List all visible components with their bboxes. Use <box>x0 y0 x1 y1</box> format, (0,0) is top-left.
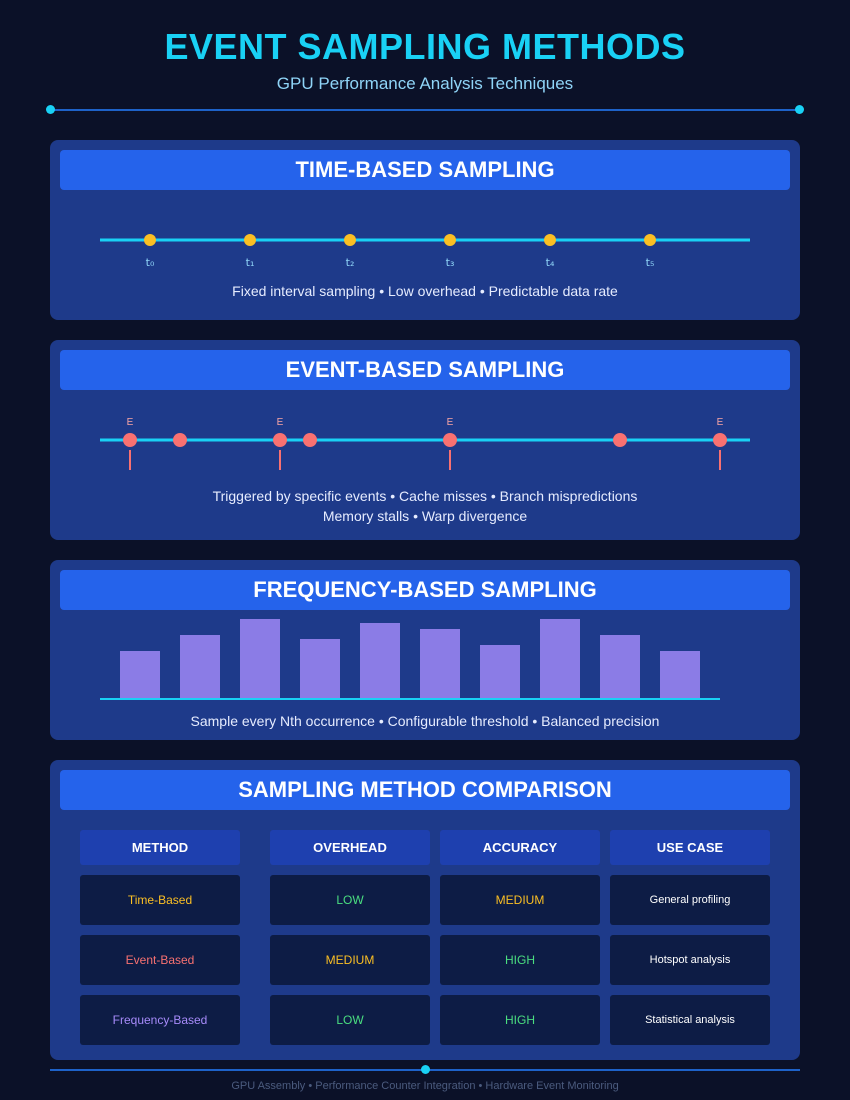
table-cell: LOW <box>270 995 430 1045</box>
frequency-based-caption: Sample every Nth occurrence • Configurab… <box>190 713 660 729</box>
table-cell: General profiling <box>610 875 770 925</box>
event-based-panel: EVENT-BASED SAMPLING E E E E Triggered by s… <box>50 340 800 540</box>
frequency-bar <box>480 645 520 699</box>
event-trigger-label: E <box>447 417 454 428</box>
time-sample-point <box>544 234 556 246</box>
event-based-title: EVENT-BASED SAMPLING <box>60 350 790 390</box>
table-cell: Frequency-Based <box>80 995 240 1045</box>
table-header-cell: USE CASE <box>610 830 770 865</box>
comparison-title: SAMPLING METHOD COMPARISON <box>60 770 790 810</box>
time-based-timeline: t₀ t₁ t₂ t₃ t₄ t₅ <box>100 234 750 269</box>
event-sample-point <box>123 433 137 447</box>
frequency-bar <box>660 651 700 699</box>
event-based-caption-line2: Memory stalls • Warp divergence <box>322 508 528 524</box>
table-cell: Event-Based <box>80 935 240 985</box>
event-trigger-label: E <box>127 417 134 428</box>
time-tick-label: t₃ <box>446 256 455 269</box>
table-cell: Statistical analysis <box>610 995 770 1045</box>
table-cell: HIGH <box>440 935 600 985</box>
table-cell: Time-Based <box>80 875 240 925</box>
comparison-panel: SAMPLING METHOD COMPARISON METHOD OVERHEA… <box>50 760 800 1060</box>
time-tick-label: t₅ <box>646 256 655 269</box>
frequency-bar <box>420 629 460 699</box>
table-header-cell: METHOD <box>80 830 240 865</box>
table-cell: MEDIUM <box>270 935 430 985</box>
time-tick-label: t₀ <box>146 256 155 269</box>
table-header-cell: ACCURACY <box>440 830 600 865</box>
frequency-bar <box>300 639 340 699</box>
table-cell: MEDIUM <box>440 875 600 925</box>
table-header-cell: OVERHEAD <box>270 830 430 865</box>
time-sample-point <box>644 234 656 246</box>
page-subtitle: GPU Performance Analysis Techniques <box>276 74 574 93</box>
frequency-based-title: FREQUENCY-BASED SAMPLING <box>60 570 790 610</box>
event-sample-point <box>273 433 287 447</box>
frequency-bar <box>120 651 160 699</box>
table-cell: LOW <box>270 875 430 925</box>
table-cell: Hotspot analysis <box>610 935 770 985</box>
time-tick-label: t₄ <box>546 256 555 269</box>
event-trigger-label: E <box>277 417 284 428</box>
frequency-bar <box>180 635 220 699</box>
frequency-bar <box>540 619 580 699</box>
event-sample-point <box>173 433 187 447</box>
event-sample-point <box>713 433 727 447</box>
page-title: EVENT SAMPLING METHODS <box>164 26 686 67</box>
event-sample-point <box>613 433 627 447</box>
time-sample-point <box>344 234 356 246</box>
top-divider <box>50 109 800 111</box>
event-sample-point <box>303 433 317 447</box>
time-sample-point <box>244 234 256 246</box>
time-tick-label: t₁ <box>246 256 255 269</box>
event-based-caption-line1: Triggered by specific events • Cache mis… <box>212 488 638 504</box>
divider-dot-right <box>795 105 804 114</box>
time-based-panel: TIME-BASED SAMPLING t₀ t₁ t₂ t₃ t₄ t₅ Fixed i… <box>50 140 800 320</box>
frequency-bar <box>600 635 640 699</box>
frequency-based-bars <box>100 619 720 700</box>
time-based-caption: Fixed interval sampling • Low overhead •… <box>232 283 618 299</box>
time-tick-label: t₂ <box>346 256 355 269</box>
divider-dot-bottom <box>421 1065 430 1074</box>
frequency-bar <box>360 623 400 699</box>
event-sample-point <box>443 433 457 447</box>
frequency-bar <box>240 619 280 699</box>
time-based-title: TIME-BASED SAMPLING <box>60 150 790 190</box>
time-sample-point <box>144 234 156 246</box>
time-sample-point <box>444 234 456 246</box>
table-cell: HIGH <box>440 995 600 1045</box>
footer-text: GPU Assembly • Performance Counter Integ… <box>231 1080 619 1092</box>
divider-dot-left <box>46 105 55 114</box>
frequency-based-panel: FREQUENCY-BASED SAMPLING Sample every Nt… <box>50 560 800 740</box>
event-trigger-label: E <box>717 417 724 428</box>
